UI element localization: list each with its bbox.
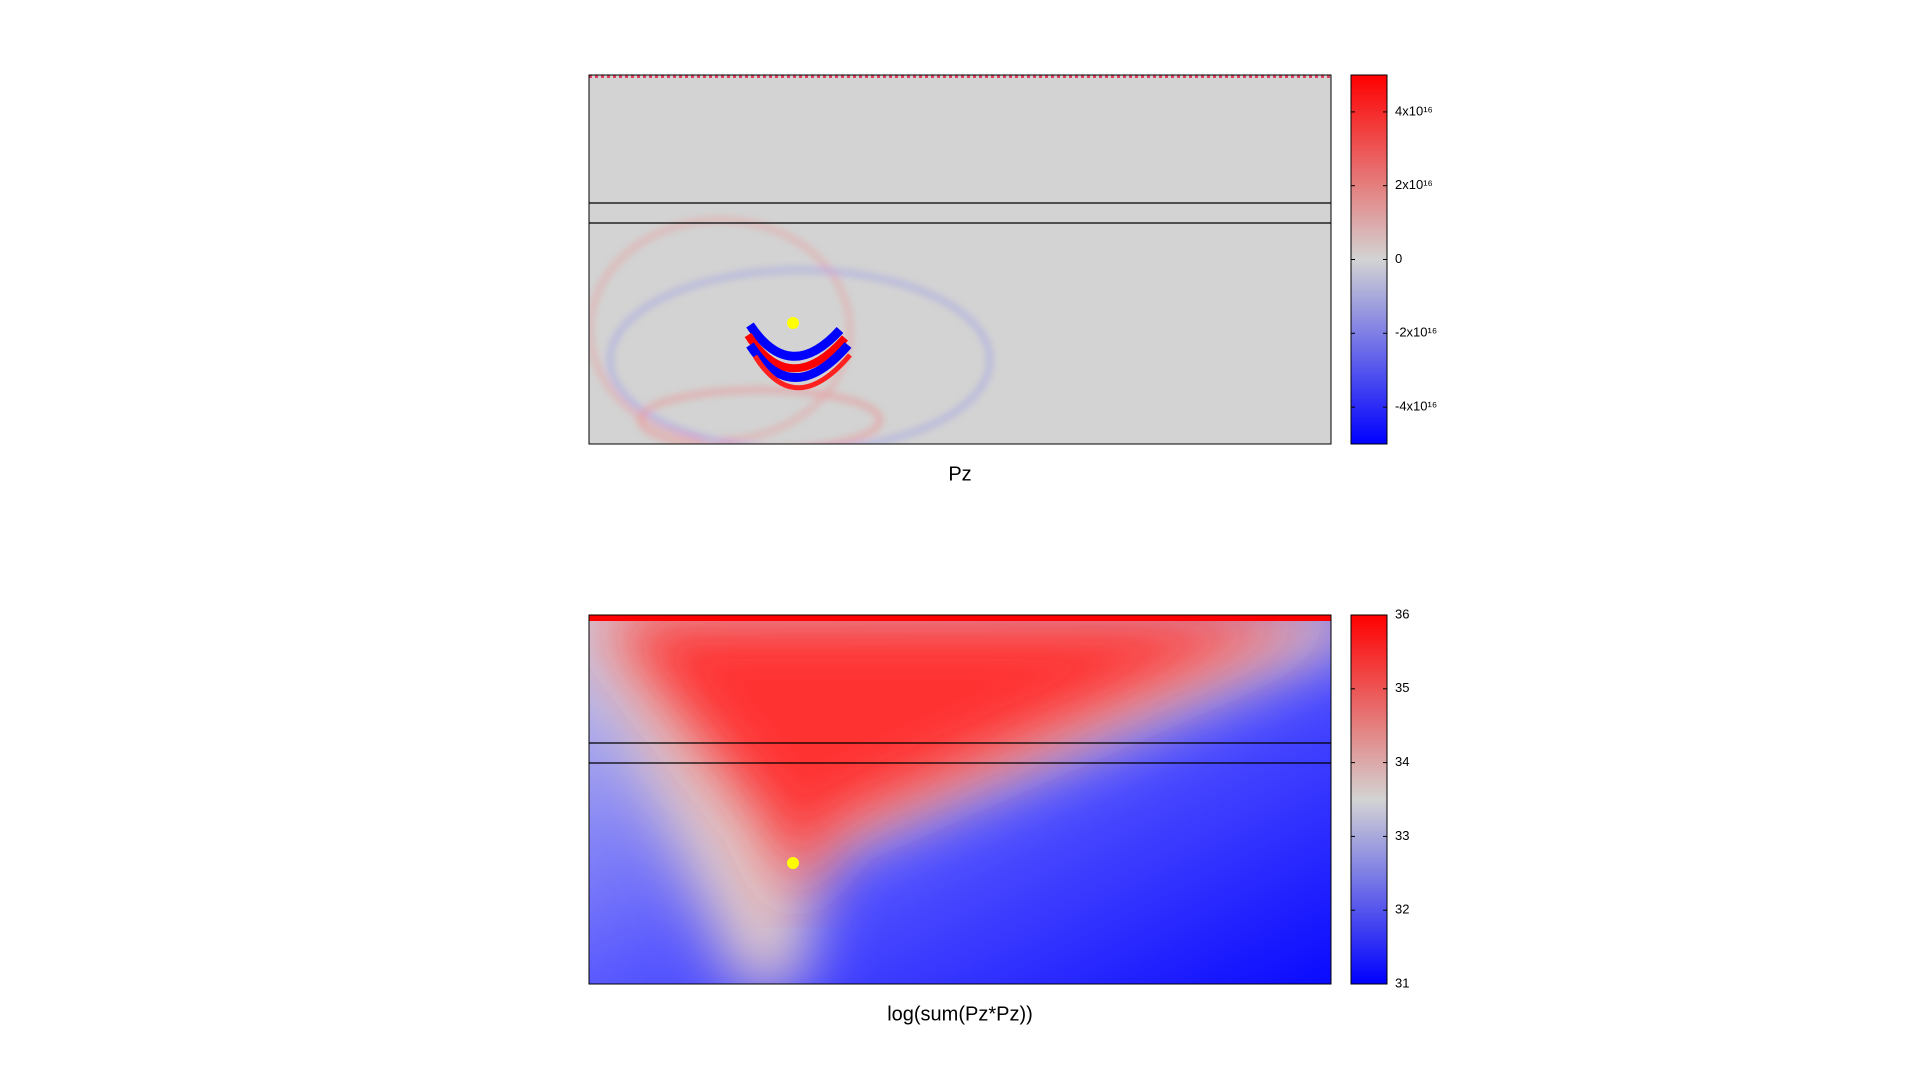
chart-title: log(sum(Pz*Pz)) bbox=[887, 1003, 1033, 1025]
field bbox=[589, 615, 1331, 984]
plot-frame bbox=[588, 614, 1332, 985]
colorbar-tick-label: 31 bbox=[1395, 975, 1409, 990]
colorbar-tick-label: 36 bbox=[1395, 606, 1409, 621]
colorbar-tick-label: 35 bbox=[1395, 680, 1409, 695]
colorbar-tick-label: 33 bbox=[1395, 828, 1409, 843]
field bbox=[589, 75, 1331, 444]
colorbar-tick-label: 0 bbox=[1395, 251, 1402, 266]
chart-title: Pz bbox=[948, 463, 971, 485]
colorbar-tick-label: 32 bbox=[1395, 902, 1409, 917]
colorbar bbox=[1350, 74, 1388, 445]
colorbar-tick-label: -4x10¹⁶ bbox=[1395, 399, 1437, 414]
plot-frame bbox=[588, 74, 1332, 445]
colorbar-tick-label: 34 bbox=[1395, 754, 1409, 769]
colorbar-tick-label: 4x10¹⁶ bbox=[1395, 103, 1433, 118]
colorbar-tick-label: -2x10¹⁶ bbox=[1395, 325, 1437, 340]
colorbar bbox=[1350, 614, 1388, 985]
colorbar-tick-label: 2x10¹⁶ bbox=[1395, 177, 1433, 192]
